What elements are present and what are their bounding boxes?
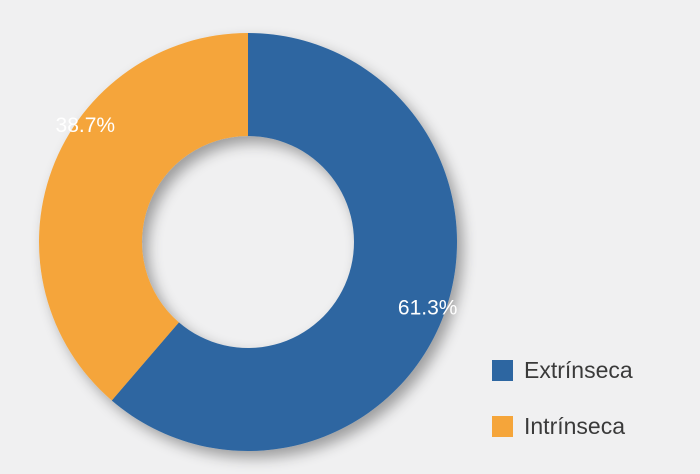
- slice-label-intrinseca: 38.7%: [56, 114, 116, 137]
- slice-extrinseca: [111, 33, 457, 451]
- slice-intrinseca: [38, 33, 249, 401]
- legend-swatch-intrinseca: [492, 415, 513, 437]
- legend-item-extrinseca: Extrínseca: [492, 352, 633, 388]
- legend-swatch-extrinseca: [492, 359, 513, 381]
- legend-item-intrinseca: Intrínseca: [492, 408, 633, 444]
- legend: Extrínseca Intrínseca: [492, 352, 633, 464]
- legend-label-extrinseca: Extrínseca: [524, 356, 633, 383]
- slice-label-extrinseca: 61.3%: [398, 296, 458, 319]
- legend-label-intrinseca: Intrínseca: [524, 412, 625, 439]
